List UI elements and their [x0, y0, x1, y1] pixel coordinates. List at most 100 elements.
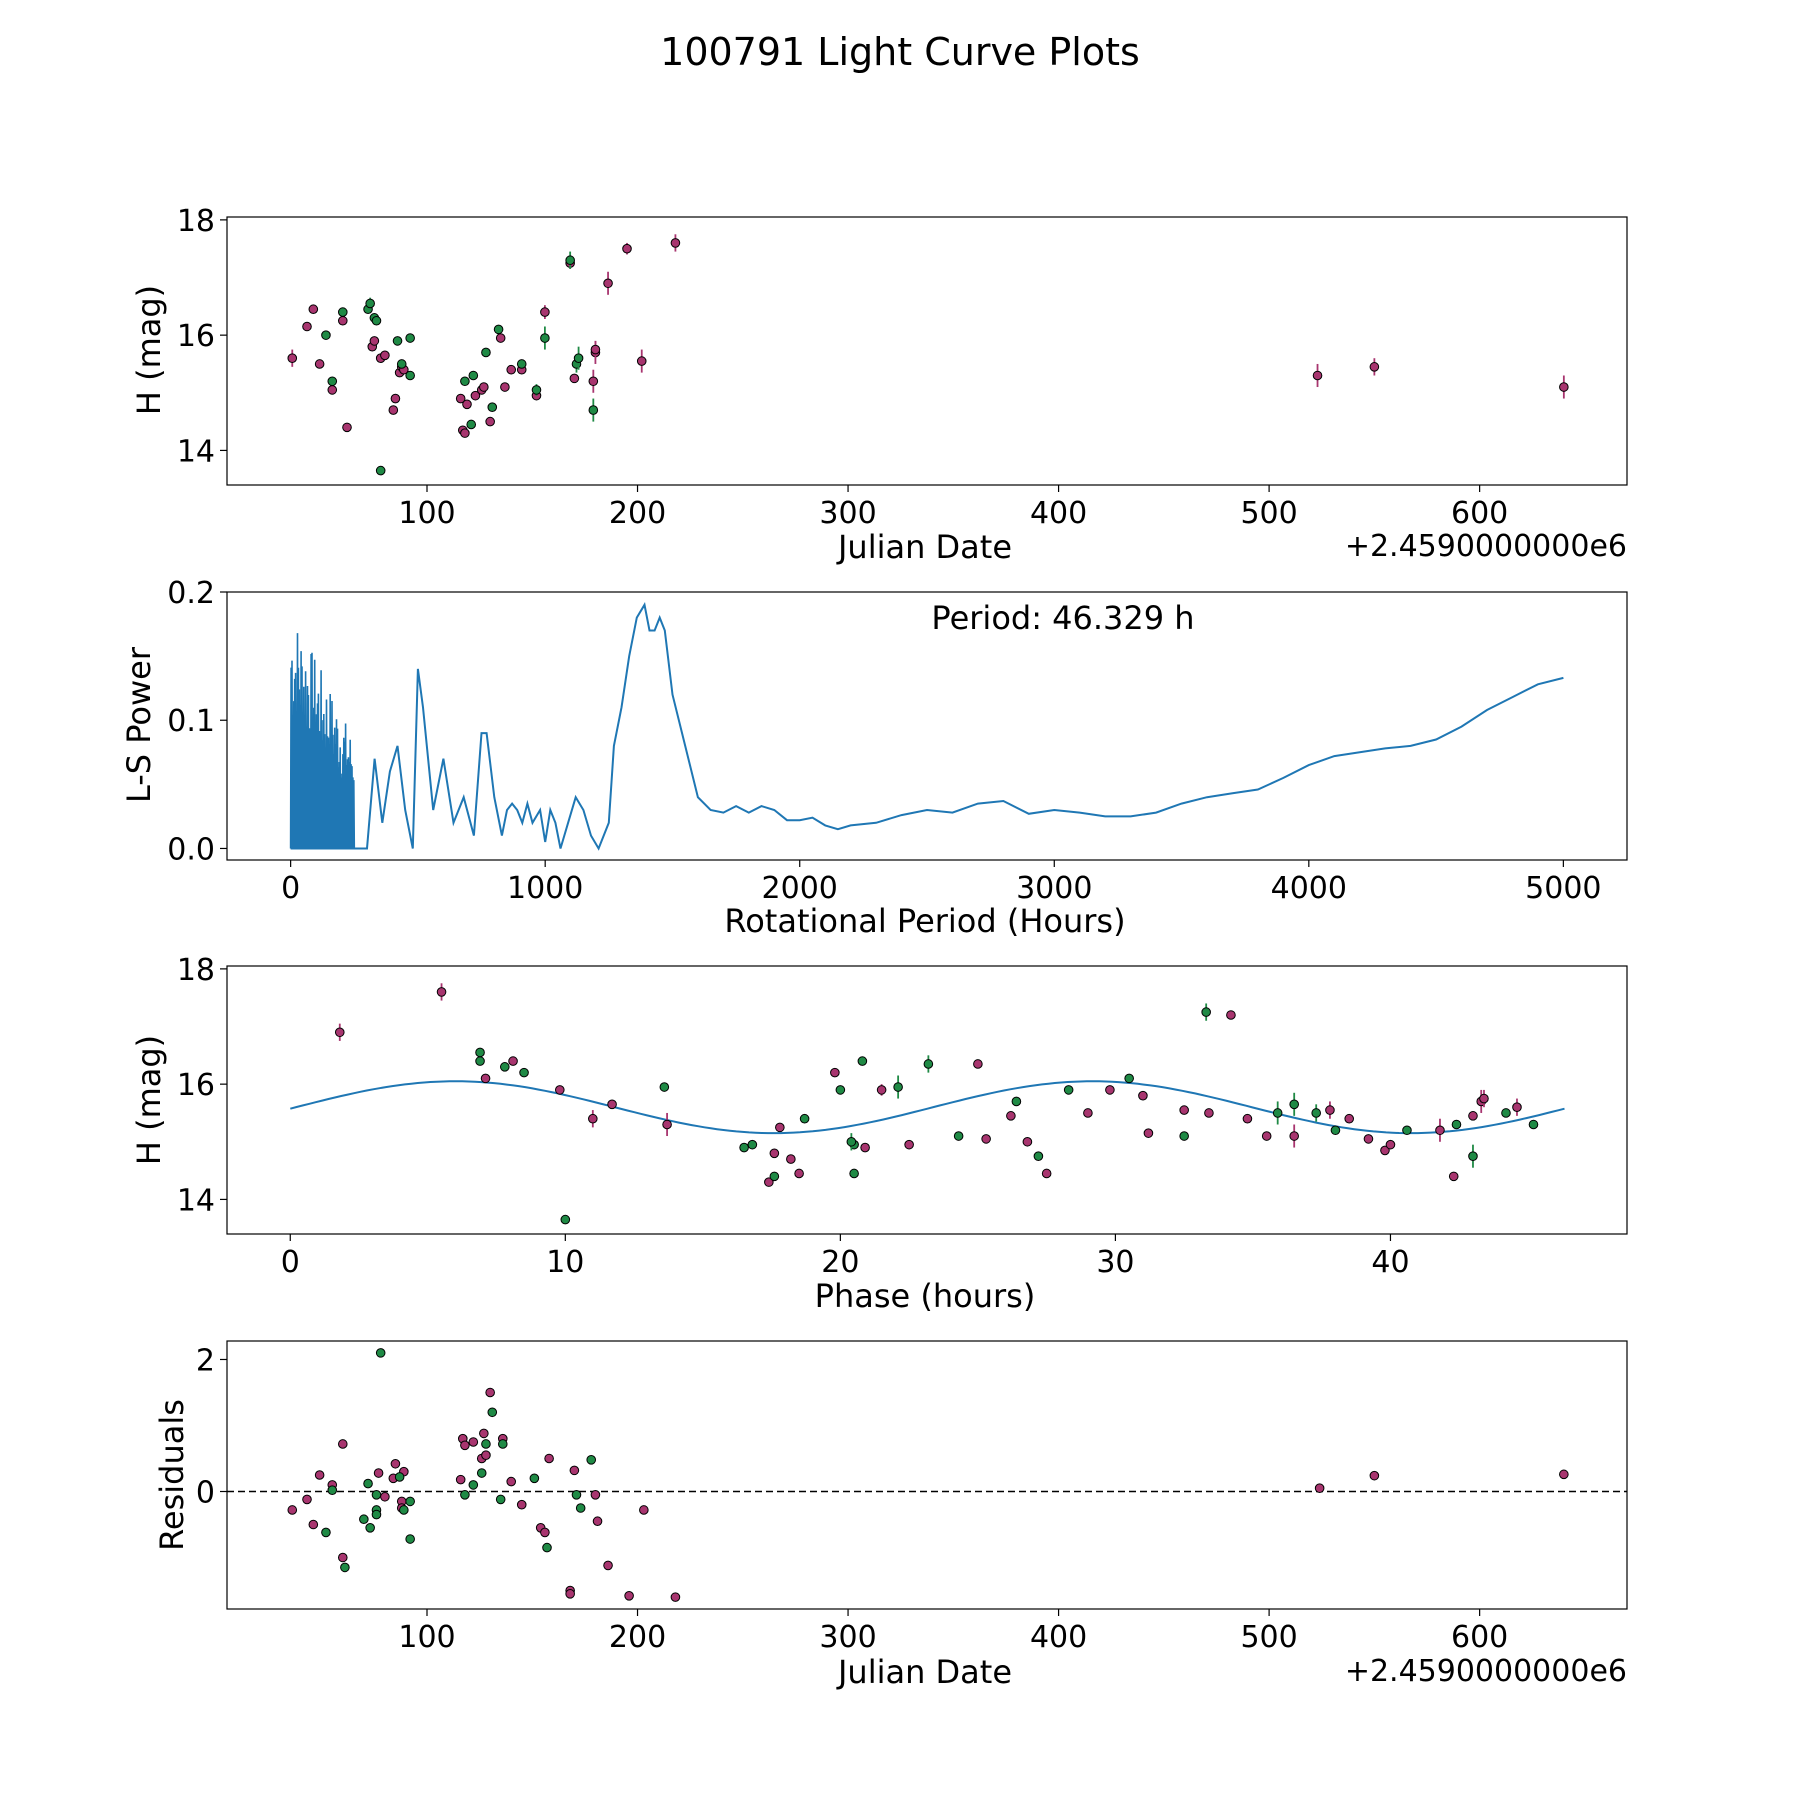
light-curve-point-red: [342, 422, 352, 433]
light-curve-point-red: [1312, 370, 1323, 381]
phase-folded-point-green: [835, 1085, 846, 1095]
phase-folded-point-green: [1124, 1073, 1134, 1084]
periodogram-xtick-label: 0: [281, 871, 300, 906]
phase-folded-point-red: [588, 1113, 598, 1124]
residuals-point-red: [485, 1387, 495, 1398]
phase-folded-xtick-label: 10: [546, 1245, 584, 1280]
residuals-point-red: [565, 1589, 575, 1599]
periodogram-xtick-label: 5000: [1525, 871, 1601, 906]
residuals-point-red: [468, 1437, 479, 1447]
residuals-point-red: [380, 1491, 390, 1502]
light-curve-point-green: [405, 370, 415, 381]
phase-folded-point-red: [1380, 1145, 1390, 1156]
residuals-xtick-label: 500: [1240, 1620, 1297, 1655]
residuals-point-red: [337, 1439, 348, 1449]
phase-folded-point-green: [1033, 1151, 1044, 1161]
periodogram-axes: 0 1000 2000 3000 4000 5000 0.0 0.1 0.2: [167, 576, 1628, 906]
periodogram-power-line: [290, 602, 1564, 851]
residuals-point-red: [1314, 1483, 1325, 1494]
phase-folded-point-red: [1363, 1134, 1374, 1144]
phase-folded-point-green: [1179, 1131, 1189, 1141]
light-curve-point-green: [531, 385, 542, 395]
light-curve-point-red: [337, 315, 348, 326]
light-curve-xtick-label: 600: [1451, 496, 1508, 531]
light-curve-point-green: [396, 359, 407, 369]
phase-folded-point-red: [1041, 1168, 1052, 1179]
residuals-point-red: [603, 1560, 613, 1571]
residuals-point-green: [375, 1348, 386, 1358]
periodogram-xtick-label: 4000: [1271, 871, 1347, 906]
residuals-point-green: [542, 1542, 552, 1553]
phase-folded-point-green: [499, 1062, 510, 1072]
light-curve-point-red: [455, 393, 466, 404]
light-curve-ytick-label: 16: [177, 319, 215, 354]
residuals-point-red: [337, 1552, 348, 1563]
figure-title: 100791 Light Curve Plots: [660, 30, 1140, 74]
light-curve-point-green: [573, 353, 584, 364]
phase-folded-point-green: [747, 1139, 758, 1150]
phase-folded-point-red: [1006, 1111, 1016, 1121]
residuals-ytick-label: 2: [196, 1343, 215, 1378]
light-curve-point-red: [588, 376, 599, 387]
light-curve-xlabel: Julian Date: [836, 528, 1012, 566]
residuals-point-green: [405, 1496, 415, 1507]
phase-folded-axes: 0 10 20 30 40 14 16 18: [177, 953, 1628, 1280]
phase-folded-point-green: [846, 1136, 857, 1147]
periodogram-ytick-label: 0.2: [167, 576, 215, 611]
residuals-point-green: [405, 1534, 415, 1544]
residuals-point-red: [455, 1474, 466, 1485]
light-curve-point-red: [479, 382, 489, 392]
light-curve-offset-label: +2.4590000000e6: [1345, 529, 1627, 564]
panel-phase-folded: Phase (hours) H (mag): [130, 1035, 1035, 1315]
panel-residuals: Julian Date Residuals +2.4590000000e6: [153, 1399, 1627, 1691]
phase-folded-xtick-label: 20: [821, 1245, 859, 1280]
residuals-point-green: [340, 1562, 350, 1573]
phase-folded-point-green: [953, 1131, 964, 1141]
phase-folded-point-green: [1201, 1007, 1211, 1017]
light-curve-point-red: [1559, 382, 1569, 392]
residuals-point-red: [302, 1494, 312, 1505]
light-curve-point-green: [405, 333, 415, 343]
period-annotation: Period: 46.329 h: [931, 599, 1194, 637]
residuals-xtick-label: 300: [819, 1620, 876, 1655]
light-curve-point-red: [470, 390, 481, 401]
residuals-point-red: [506, 1476, 517, 1487]
phase-folded-point-green: [519, 1067, 529, 1078]
phase-folded-point-green: [1272, 1108, 1283, 1118]
residuals-point-green: [575, 1503, 586, 1513]
light-curve-point-green: [493, 324, 504, 335]
phase-folded-point-red: [1448, 1171, 1459, 1182]
residuals-point-red: [516, 1499, 527, 1510]
light-curve-point-green: [481, 347, 491, 358]
residuals-point-green: [468, 1480, 479, 1490]
phase-folded-point-red: [1512, 1102, 1522, 1113]
light-curve-point-red: [636, 356, 647, 366]
periodogram-xlabel: Rotational Period (Hours): [724, 902, 1125, 940]
light-curve-xtick-label: 300: [819, 496, 876, 531]
light-curve-point-green: [466, 419, 477, 430]
phase-folded-point-green: [1528, 1119, 1539, 1130]
phase-folded-point-green: [1063, 1085, 1074, 1095]
phase-folded-point-red: [1022, 1136, 1033, 1147]
light-curve-point-red: [462, 399, 472, 410]
phase-folded-ylabel: H (mag): [130, 1035, 168, 1165]
residuals-point-green: [365, 1523, 375, 1533]
light-curve-point-red: [590, 344, 601, 355]
phase-folded-point-green: [1402, 1125, 1412, 1136]
light-curve-point-red: [495, 333, 506, 343]
periodogram-xtick-label: 2000: [762, 871, 838, 906]
residuals-point-red: [460, 1440, 470, 1451]
phase-folded-point-red: [769, 1148, 780, 1159]
residuals-point-green: [394, 1472, 405, 1482]
light-curve-point-red: [308, 304, 319, 315]
periodogram-xtick-label: 3000: [1016, 871, 1092, 906]
periodogram-noise-lines: [289, 633, 356, 849]
residuals-point-green: [359, 1514, 369, 1525]
light-curve-point-green: [588, 405, 599, 415]
phase-folded-point-green: [923, 1059, 934, 1069]
phase-folded-point-green: [1311, 1108, 1321, 1118]
residuals-point-red: [540, 1527, 550, 1538]
phase-folded-point-green: [739, 1142, 749, 1153]
light-curve-point-green: [321, 330, 331, 340]
residuals-ylabel: Residuals: [153, 1399, 191, 1551]
